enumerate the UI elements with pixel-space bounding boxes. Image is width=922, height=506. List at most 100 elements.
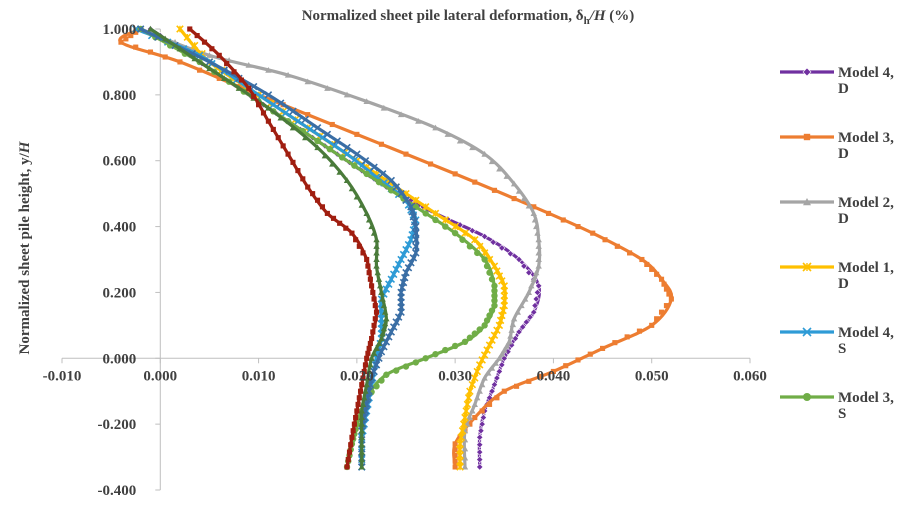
data-point bbox=[432, 124, 439, 131]
data-point bbox=[415, 118, 422, 124]
y-tick-label: -0.200 bbox=[98, 417, 137, 433]
data-point bbox=[528, 282, 535, 289]
data-point bbox=[378, 335, 385, 342]
data-point bbox=[457, 433, 466, 442]
data-point bbox=[476, 326, 483, 333]
data-point bbox=[314, 144, 321, 151]
data-point bbox=[397, 308, 405, 316]
data-point bbox=[238, 77, 244, 83]
data-point bbox=[412, 249, 420, 257]
data-point bbox=[461, 229, 469, 237]
data-point bbox=[442, 346, 449, 354]
data-point bbox=[220, 66, 228, 74]
data-point bbox=[369, 335, 375, 342]
data-point bbox=[374, 269, 381, 276]
data-point bbox=[246, 85, 252, 91]
data-point bbox=[289, 124, 297, 131]
data-point bbox=[399, 250, 408, 259]
data-point bbox=[452, 464, 458, 470]
data-point bbox=[358, 463, 365, 470]
data-point bbox=[451, 342, 459, 350]
data-point bbox=[491, 292, 498, 299]
data-point bbox=[394, 313, 403, 321]
data-point bbox=[224, 61, 230, 67]
data-point bbox=[392, 318, 400, 326]
data-point bbox=[375, 340, 383, 347]
data-point bbox=[133, 29, 139, 35]
data-point bbox=[324, 85, 331, 91]
data-point bbox=[495, 367, 503, 376]
data-point bbox=[501, 346, 508, 353]
data-point bbox=[375, 276, 383, 282]
data-point bbox=[176, 25, 184, 33]
data-point bbox=[658, 276, 665, 282]
data-point bbox=[354, 408, 360, 414]
data-point bbox=[378, 289, 385, 295]
data-point bbox=[177, 59, 183, 65]
data-point bbox=[522, 318, 531, 326]
data-point bbox=[379, 295, 386, 302]
data-point bbox=[265, 66, 272, 73]
data-point bbox=[369, 283, 375, 289]
data-point bbox=[466, 414, 474, 421]
data-point bbox=[459, 420, 468, 428]
data-point bbox=[351, 421, 357, 427]
data-point bbox=[260, 110, 267, 116]
data-point bbox=[358, 420, 365, 427]
legend-label: Model 4, D bbox=[838, 65, 894, 97]
data-point bbox=[385, 280, 393, 288]
series-7 bbox=[136, 25, 420, 471]
data-point bbox=[371, 322, 377, 328]
data-point bbox=[356, 243, 362, 249]
data-point bbox=[358, 201, 365, 208]
data-point bbox=[404, 240, 413, 249]
data-point bbox=[471, 235, 479, 244]
data-point bbox=[461, 463, 469, 470]
data-point bbox=[488, 387, 496, 395]
data-point bbox=[136, 25, 145, 33]
data-point bbox=[206, 65, 213, 72]
data-point bbox=[498, 361, 506, 369]
data-point bbox=[412, 222, 420, 231]
data-point bbox=[353, 414, 359, 421]
tick-labels: -0.010 0.000 0.010 0.020 0.030 0.040 0.050 0.06… bbox=[43, 22, 767, 499]
series-line bbox=[178, 27, 507, 469]
data-point bbox=[350, 428, 356, 434]
data-point bbox=[535, 243, 542, 249]
data-point bbox=[475, 242, 484, 251]
data-point bbox=[481, 256, 488, 263]
data-point bbox=[412, 203, 420, 211]
data-point bbox=[422, 210, 429, 217]
data-point bbox=[538, 373, 544, 379]
data-point bbox=[511, 196, 517, 202]
data-point bbox=[306, 125, 314, 134]
data-point bbox=[518, 302, 525, 309]
data-point bbox=[531, 216, 539, 223]
data-point bbox=[314, 197, 321, 203]
data-point bbox=[431, 209, 440, 218]
data-point bbox=[373, 236, 380, 243]
data-point bbox=[441, 216, 450, 224]
data-point bbox=[526, 378, 532, 384]
data-point bbox=[587, 351, 593, 357]
data-point bbox=[515, 255, 523, 264]
data-point bbox=[488, 158, 496, 165]
data-point bbox=[209, 46, 215, 52]
data-point bbox=[359, 382, 365, 388]
data-point bbox=[372, 316, 378, 322]
data-point bbox=[478, 420, 486, 428]
data-point bbox=[133, 44, 139, 50]
data-point bbox=[373, 256, 380, 263]
data-point bbox=[491, 297, 498, 304]
data-point bbox=[365, 368, 373, 375]
data-point bbox=[367, 361, 374, 368]
data-point bbox=[509, 321, 517, 328]
data-point bbox=[380, 302, 388, 309]
data-point bbox=[476, 455, 484, 464]
data-point bbox=[377, 347, 386, 356]
data-point bbox=[389, 270, 398, 279]
data-point bbox=[305, 112, 311, 118]
data-point bbox=[471, 374, 479, 382]
